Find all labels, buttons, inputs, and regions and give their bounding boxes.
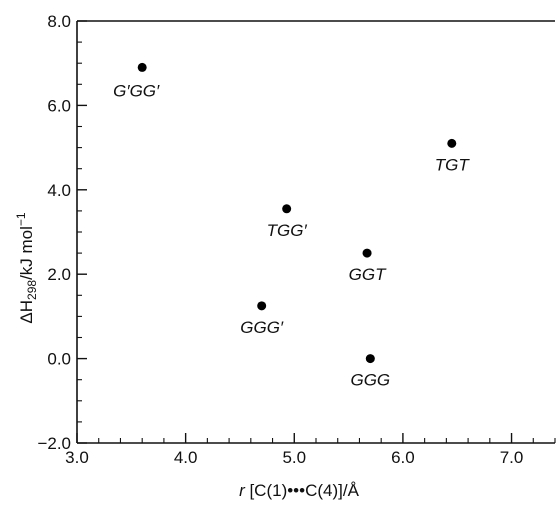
y-tick-label-1: 0.0: [47, 350, 71, 369]
data-point-4: [257, 301, 267, 311]
y-tick-label-2: 2.0: [47, 265, 71, 284]
x-axis-title: r [C(1)•••C(4)]/Å: [239, 481, 360, 500]
y-tick-label-5: 8.0: [47, 12, 71, 31]
point-label-5: GGG: [350, 371, 390, 390]
point-label-0: G′GG′: [113, 81, 160, 100]
x-tick-label-2: 5.0: [282, 448, 306, 467]
point-label-3: GGT: [349, 265, 387, 284]
x-tick-label-1: 4.0: [174, 448, 198, 467]
x-axis-title-r: r: [239, 481, 246, 500]
y-tick-label-0: −2.0: [37, 434, 71, 453]
data-point-3: [362, 248, 372, 258]
data-point-0: [137, 62, 147, 72]
x-tick-label-4: 7.0: [500, 448, 524, 467]
y-axis-title-delta: ΔH: [17, 300, 36, 324]
point-label-2: TGG′: [267, 221, 308, 240]
data-point-2: [282, 204, 292, 214]
x-tick-label-3: 6.0: [391, 448, 415, 467]
y-axis-title: ΔH298/kJ mol−1: [14, 212, 39, 324]
data-point-5: [365, 354, 375, 364]
y-tick-label-3: 4.0: [47, 181, 71, 200]
x-axis-title-rest: [C(1)•••C(4)]/Å: [245, 481, 360, 500]
y-axis-title-superscript: −1: [14, 212, 28, 226]
y-tick-label-4: 6.0: [47, 96, 71, 115]
data-points: [137, 62, 457, 364]
y-axis-title-unit: /kJ mol: [17, 226, 36, 280]
y-axis-title-subscript: 298: [25, 280, 39, 300]
ticks: 3.0 4.0 5.0 6.0 7.0 −2.0 0.0 2.0 4.0 6.0 8.0: [37, 12, 556, 467]
point-labels: G′GG′ TGT TGG′ GGT GGG′ GGG: [113, 81, 470, 389]
data-point-1: [447, 138, 457, 148]
point-label-4: GGG′: [240, 318, 284, 337]
point-label-1: TGT: [435, 155, 471, 174]
x-tick-label-0: 3.0: [65, 448, 89, 467]
